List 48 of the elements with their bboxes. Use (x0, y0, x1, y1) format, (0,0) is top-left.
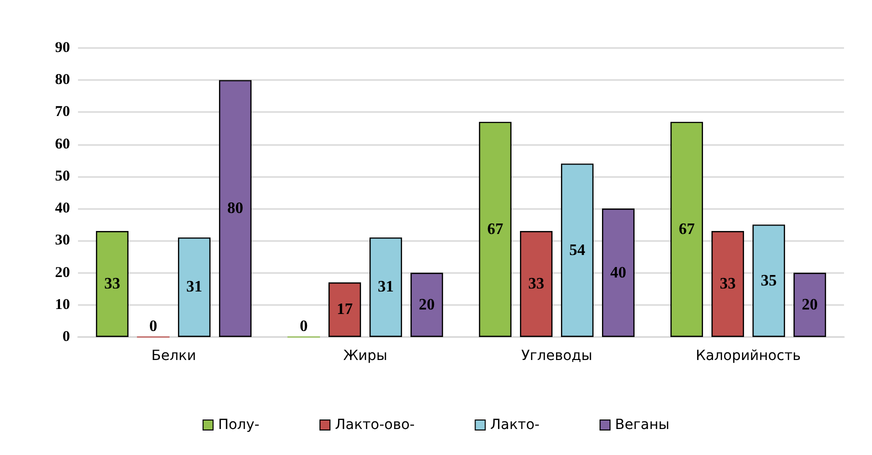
bar (520, 231, 553, 337)
y-tick-label: 50 (55, 168, 70, 184)
bar (794, 272, 826, 337)
bar (328, 282, 362, 337)
data-label: 33 (528, 276, 544, 293)
y-tick-label: 70 (55, 104, 70, 120)
data-label: 31 (186, 278, 202, 296)
data-label: 33 (104, 276, 120, 293)
data-label: 33 (720, 276, 736, 293)
data-label: 31 (378, 278, 394, 296)
x-tick-label: Калорийность (696, 348, 801, 364)
bar (369, 237, 402, 337)
data-label: 17 (336, 301, 353, 318)
data-label: 67 (487, 220, 504, 238)
x-tick-label: Углеводы (521, 348, 592, 364)
y-tick-label: 60 (55, 136, 70, 152)
legend-label: Лакто- (490, 417, 540, 433)
y-tick-label: 40 (55, 200, 70, 217)
data-label: 80 (227, 200, 244, 218)
y-tick-label: 0 (62, 329, 70, 345)
legend-label: Полу- (218, 417, 260, 433)
bar (670, 122, 703, 337)
bar (478, 122, 512, 337)
bar (602, 208, 635, 337)
bar (96, 231, 128, 337)
y-tick-label: 90 (55, 40, 70, 56)
x-tick-label: Жиры (343, 348, 388, 364)
bar (560, 164, 594, 337)
data-label: 20 (418, 296, 435, 314)
x-tick-label: Белки (151, 348, 196, 364)
data-label: 0 (300, 318, 308, 335)
legend-label: Веганы (615, 417, 670, 433)
legend-label: Лакто-ово- (334, 417, 415, 433)
data-label: 40 (610, 264, 626, 282)
data-label: 35 (760, 272, 777, 290)
y-tick-label: 20 (55, 264, 70, 281)
y-tick-label: 80 (55, 72, 70, 88)
bar (711, 231, 744, 337)
data-label: 20 (802, 296, 818, 314)
bar (219, 80, 252, 337)
bar (178, 237, 211, 337)
data-label: 0 (149, 318, 158, 335)
data-label: 67 (678, 220, 695, 238)
y-tick-label: 10 (55, 296, 70, 313)
bar (410, 272, 444, 337)
data-label: 54 (569, 242, 586, 259)
y-tick-label: 30 (55, 232, 70, 249)
bar (752, 224, 786, 337)
